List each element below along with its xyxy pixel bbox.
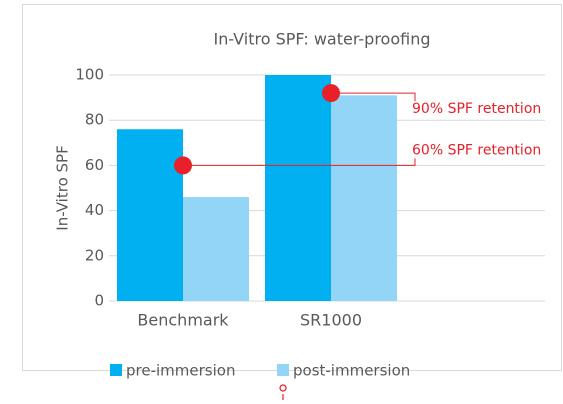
annotation-dot [174,156,192,175]
annotation-dot [322,84,340,103]
bar [331,95,397,301]
bar [265,75,331,301]
y-tick-label: 20 [85,246,104,264]
x-tick-label: SR1000 [300,311,362,330]
legend-swatch [277,364,289,376]
annotation-line [331,92,416,102]
y-tick-label: 0 [94,292,104,310]
y-tick-label: 100 [75,66,104,84]
y-tick-label: 80 [85,111,104,129]
annotation-line [183,158,416,166]
legend-label: pre-immersion [126,362,235,380]
annotation-text: 90% SPF retention [412,101,541,117]
x-tick-label: Benchmark [137,311,229,330]
bar [117,129,183,301]
legend-label: post-immersion [293,362,410,380]
marker-icon [279,384,287,400]
chart-title: In-Vitro SPF: water-proofing [213,30,430,49]
y-tick-label: 60 [85,156,104,174]
y-tick-label: 40 [85,201,104,219]
y-axis-label: In-Vitro SPF [54,145,72,230]
legend-swatch [110,364,122,376]
annotation-text: 60% SPF retention [412,142,541,158]
bar [183,197,249,301]
